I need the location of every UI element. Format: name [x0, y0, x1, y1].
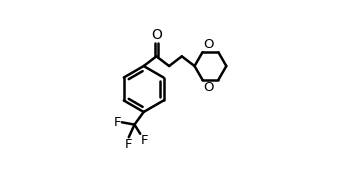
Text: O: O [203, 38, 214, 51]
Text: O: O [203, 81, 214, 94]
Text: F: F [113, 116, 121, 129]
Text: F: F [141, 134, 148, 148]
Text: O: O [151, 28, 162, 42]
Text: F: F [125, 138, 132, 151]
